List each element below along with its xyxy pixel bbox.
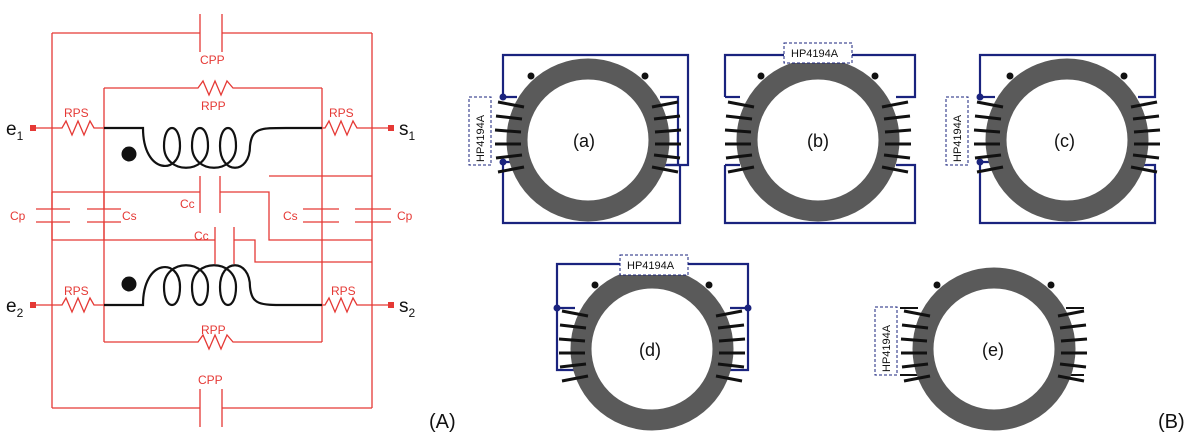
setup-a-instrument-label: HP4194A [475,114,487,162]
setup-b-label: (b) [807,131,829,151]
setup-e-label: (e) [982,340,1004,360]
setup-a-instrument [468,96,492,166]
rps-e2-label: RPS [64,284,89,298]
cp-right-label: Cp [397,209,413,223]
setup-e-instrument-label: HP4194A [881,324,893,372]
equivalent-circuit: CPP RPP RPS e1 RPS s1 Cc Cp [6,14,456,433]
cs-right-label: Cs [283,209,298,223]
rps-e1-label: RPS [64,106,89,120]
setup-d: HP4194A (d) [554,254,752,420]
setup-b-instrument [783,42,853,64]
cp-left-label: Cp [10,209,26,223]
coil-2-dot [121,276,137,292]
e1-label: e1 [6,119,24,143]
setup-d-label: (d) [639,340,661,360]
setup-d-instrument-label: HP4194A [627,260,675,272]
setup-c-label: (c) [1054,131,1075,151]
rps-s1-label: RPS [329,106,354,120]
setup-a: HP4194A (a) [468,53,688,225]
s1-terminal [388,125,394,131]
setup-b-instrument-label: HP4194A [791,48,839,60]
e1-terminal [30,125,36,131]
setup-c-instrument [945,96,969,166]
cpp-bottom-label: CPP [198,373,223,387]
e2-terminal [30,302,36,308]
e2-label: e2 [6,296,24,320]
setup-e-instrument [874,306,898,376]
cs-right-capacitor [303,208,339,223]
cp-left-capacitor [36,208,70,223]
coil-1-dot [121,146,137,162]
rps-s2-label: RPS [331,284,356,298]
cs-left-label: Cs [122,209,137,223]
setup-a-label: (a) [573,131,595,151]
setup-c: HP4194A (c) [945,53,1160,225]
panel-b-label: (B) [1158,411,1185,433]
cpp-top-label: CPP [200,53,225,67]
setup-d-instrument [619,254,689,276]
cc-1-label: Cc [180,197,195,211]
setup-e: HP4194A (e) [874,278,1087,420]
cc-2-label: Cc [194,229,209,243]
rpp-top-label: RPP [201,99,226,113]
s2-terminal [388,302,394,308]
s1-label: s1 [399,119,416,143]
s2-label: s2 [399,296,416,320]
panel-a-label: (A) [429,411,456,433]
cp-right-capacitor [355,208,391,223]
setup-b: HP4194A (b) [725,42,915,225]
rpp-bottom-label: RPP [201,323,226,337]
coil-2 [104,264,322,307]
setup-c-instrument-label: HP4194A [952,114,964,162]
coil-1 [104,126,322,169]
